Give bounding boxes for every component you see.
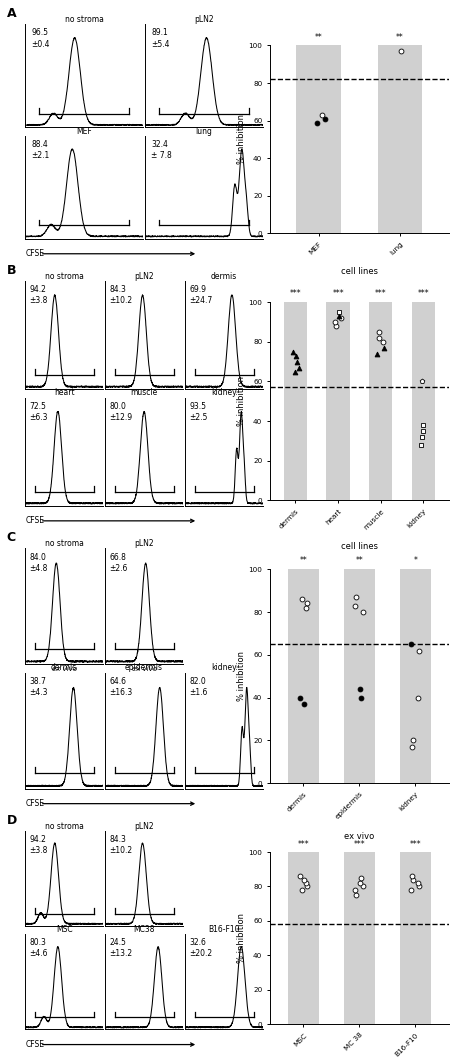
Y-axis label: % inhibition: % inhibition — [237, 913, 245, 963]
Title: MSC: MSC — [56, 926, 72, 934]
Text: ***: *** — [298, 840, 309, 849]
Text: 32.6
±20.2: 32.6 ±20.2 — [189, 938, 213, 959]
Text: 88.4
±2.1: 88.4 ±2.1 — [31, 140, 49, 160]
Text: ex vivo: ex vivo — [51, 667, 76, 672]
Y-axis label: % inhibition: % inhibition — [237, 652, 245, 701]
Text: 96.5
±0.4: 96.5 ±0.4 — [31, 29, 49, 49]
Text: 93.5
±2.5: 93.5 ±2.5 — [189, 402, 207, 422]
Text: ***: *** — [332, 289, 344, 298]
Text: *: * — [414, 555, 417, 565]
Bar — [344, 852, 375, 1024]
Text: D: D — [7, 814, 17, 827]
X-axis label: ex vivo: ex vivo — [344, 832, 375, 841]
Text: C: C — [7, 531, 16, 544]
Text: 89.1
±5.4: 89.1 ±5.4 — [151, 29, 169, 49]
Title: pLN2: pLN2 — [134, 822, 154, 831]
Bar — [400, 852, 431, 1024]
Title: no stroma: no stroma — [65, 15, 104, 24]
Bar — [288, 852, 319, 1024]
Text: 94.2
±3.8: 94.2 ±3.8 — [29, 286, 48, 306]
Text: ***: *** — [289, 289, 301, 298]
Title: pLN2: pLN2 — [194, 15, 214, 24]
Title: no stroma: no stroma — [44, 539, 83, 548]
Bar — [400, 569, 431, 783]
Title: pLN2: pLN2 — [134, 272, 154, 280]
Text: ex vivo: ex vivo — [131, 667, 157, 672]
X-axis label: cell lines: cell lines — [341, 268, 378, 276]
Bar — [378, 45, 422, 234]
Text: 82.0
±1.6: 82.0 ±1.6 — [189, 677, 207, 697]
Text: A: A — [7, 7, 16, 20]
Text: B: B — [7, 264, 16, 277]
Text: 72.5
±6.3: 72.5 ±6.3 — [29, 402, 48, 422]
Text: 84.0
±4.8: 84.0 ±4.8 — [29, 552, 48, 572]
Y-axis label: % inhibition: % inhibition — [237, 377, 245, 426]
Title: no stroma: no stroma — [44, 822, 83, 831]
Bar — [344, 569, 375, 783]
Title: dermis: dermis — [51, 663, 77, 673]
Text: 94.2
±3.8: 94.2 ±3.8 — [29, 835, 48, 855]
Text: 80.0
±12.9: 80.0 ±12.9 — [109, 402, 132, 422]
Text: ***: *** — [409, 840, 421, 849]
Bar — [412, 303, 435, 500]
Title: B16-F10: B16-F10 — [208, 926, 240, 934]
Title: kidney: kidney — [211, 388, 237, 398]
Text: 69.9
±24.7: 69.9 ±24.7 — [189, 286, 213, 306]
Bar — [327, 303, 350, 500]
Title: lung: lung — [196, 127, 213, 135]
Text: CFSE: CFSE — [25, 1040, 44, 1050]
Title: dermis: dermis — [211, 272, 237, 280]
Text: **: ** — [396, 33, 404, 41]
Title: heart: heart — [54, 388, 74, 398]
Bar — [284, 303, 307, 500]
Y-axis label: % inhibition: % inhibition — [237, 114, 245, 164]
Text: 32.4
± 7.8: 32.4 ± 7.8 — [151, 140, 172, 160]
Title: muscle: muscle — [131, 388, 158, 398]
Bar — [369, 303, 393, 500]
Text: ***: *** — [375, 289, 387, 298]
Text: CFSE: CFSE — [25, 250, 44, 258]
Title: epidermis: epidermis — [125, 663, 163, 673]
Bar — [296, 45, 341, 234]
Text: **: ** — [355, 555, 363, 565]
Text: CFSE: CFSE — [25, 799, 44, 808]
Bar — [288, 569, 319, 783]
Title: kidney: kidney — [211, 663, 237, 673]
Title: no stroma: no stroma — [44, 272, 83, 280]
Text: 84.3
±10.2: 84.3 ±10.2 — [109, 286, 132, 306]
Text: 64.6
±16.3: 64.6 ±16.3 — [109, 677, 132, 697]
Text: 38.7
±4.3: 38.7 ±4.3 — [29, 677, 48, 697]
Title: MEF: MEF — [76, 127, 92, 135]
Text: **: ** — [300, 555, 307, 565]
Text: CFSE: CFSE — [25, 516, 44, 526]
Text: **: ** — [315, 33, 322, 41]
Title: pLN2: pLN2 — [134, 539, 154, 548]
Text: 84.3
±10.2: 84.3 ±10.2 — [109, 835, 132, 855]
X-axis label: cell lines: cell lines — [341, 542, 378, 551]
Text: 66.8
±2.6: 66.8 ±2.6 — [109, 552, 127, 572]
Text: 80.3
±4.6: 80.3 ±4.6 — [29, 938, 48, 959]
Text: 24.5
±13.2: 24.5 ±13.2 — [109, 938, 132, 959]
Text: ***: *** — [417, 289, 429, 298]
Text: ***: *** — [354, 840, 365, 849]
Title: MC38: MC38 — [133, 926, 155, 934]
